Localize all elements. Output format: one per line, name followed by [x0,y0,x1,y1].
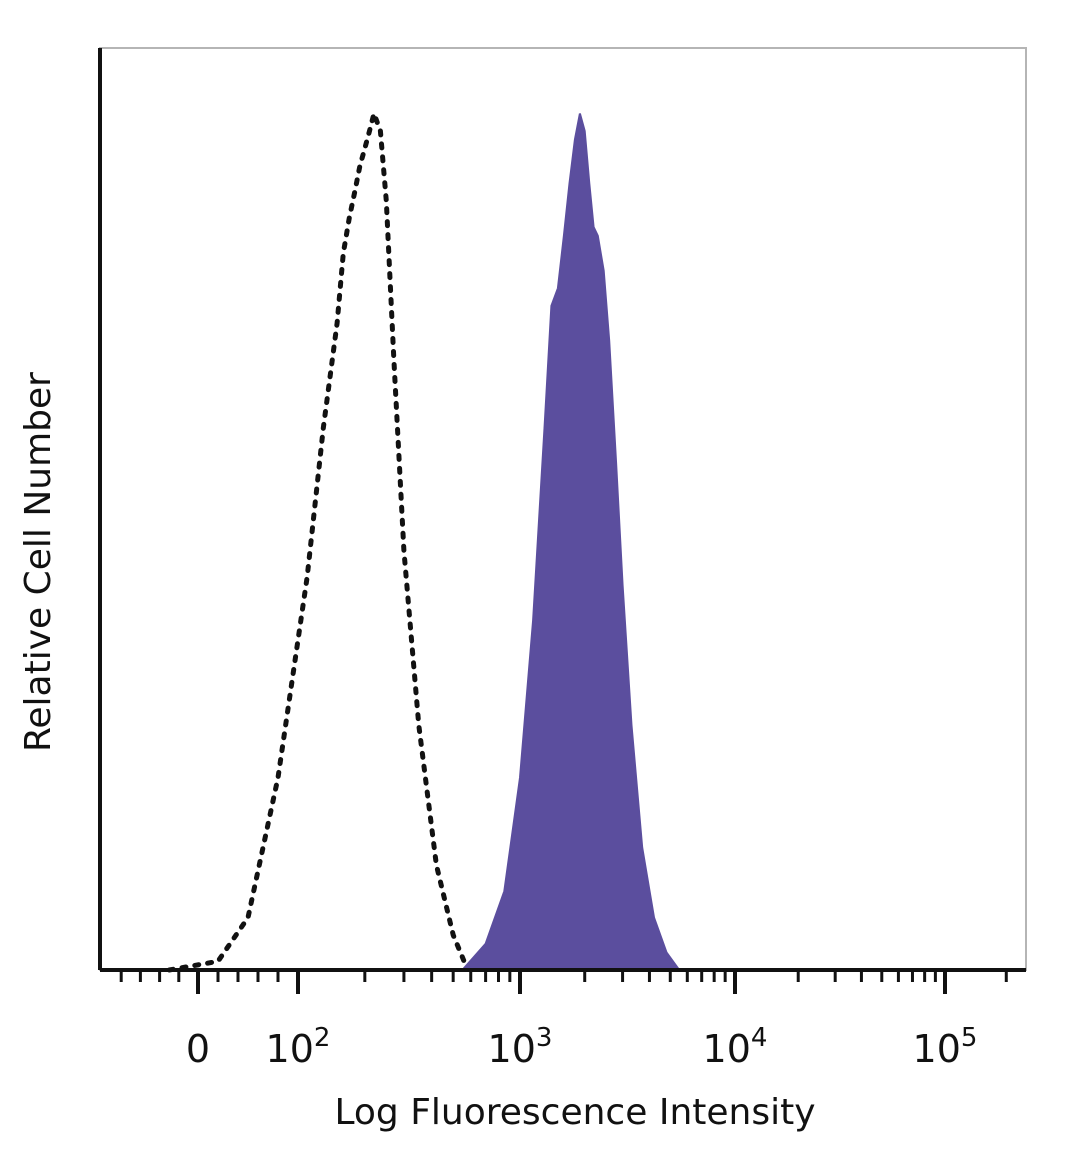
series-layer [166,111,682,973]
x-tick-label: 104 [703,1023,768,1071]
y-axis-label: Relative Cell Number [18,372,59,752]
series-2-filled-histogram [460,113,682,971]
series-1-dotted-histogram [166,111,477,973]
tick-layer [119,970,1008,994]
x-tick-label: 0 [186,1027,210,1071]
x-tick-label: 103 [488,1023,553,1071]
x-axis-label: Log Fluorescence Intensity [334,1092,815,1133]
tick-label-layer: 0 102 103 104 105 [186,1023,978,1071]
x-tick-label: 105 [913,1023,978,1071]
x-tick-label: 102 [266,1023,331,1071]
